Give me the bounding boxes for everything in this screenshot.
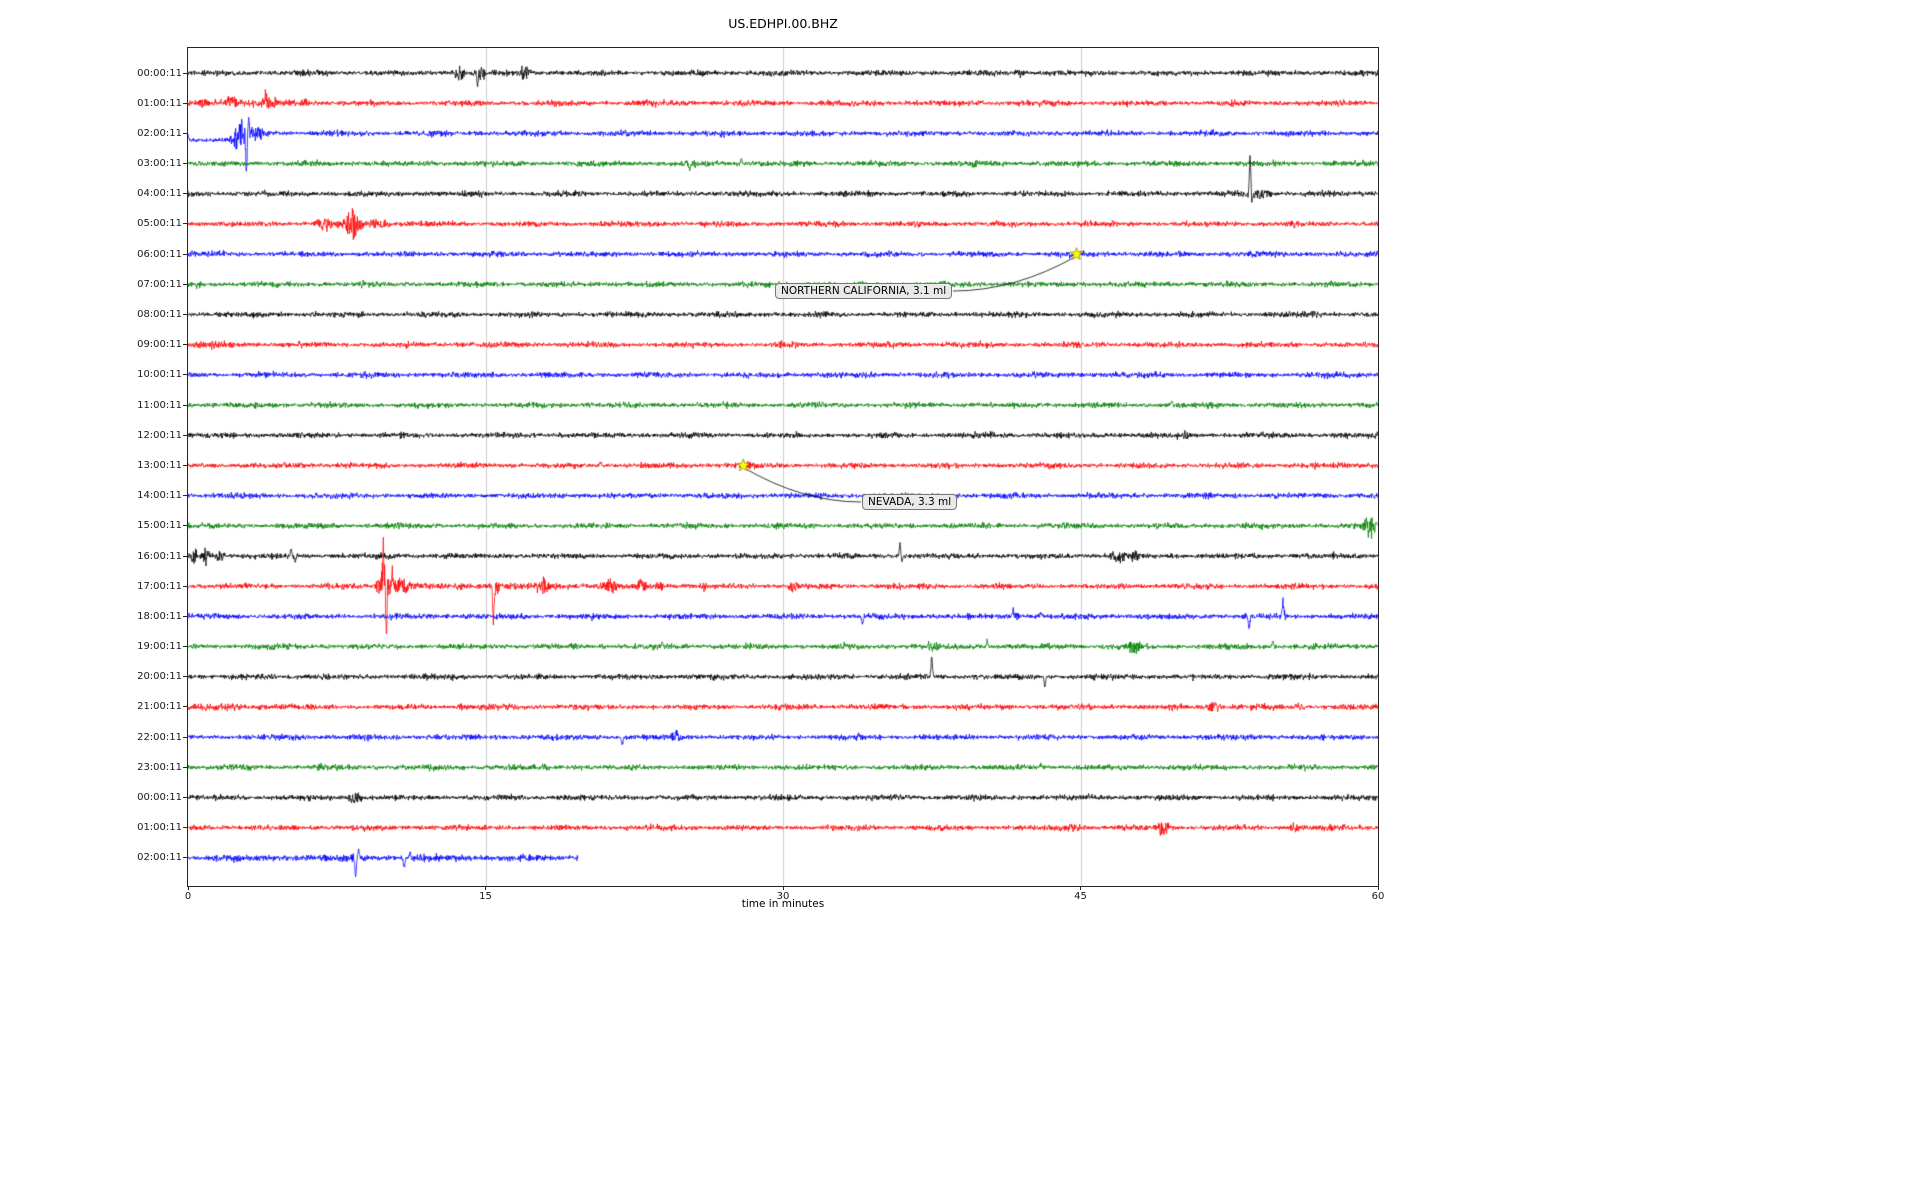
y-tick-mark <box>183 374 188 376</box>
y-tick-mark <box>183 736 188 738</box>
y-tick-label: 22:00:11 <box>137 731 182 743</box>
y-tick-mark <box>183 163 188 165</box>
annotation-label: NORTHERN CALIFORNIA, 3.1 ml <box>775 283 953 299</box>
y-tick-mark <box>183 314 188 316</box>
y-tick-mark <box>183 766 188 768</box>
y-tick-mark <box>183 495 188 497</box>
annotation-label: NEVADA, 3.3 ml <box>862 494 958 510</box>
y-tick-label: 21:00:11 <box>137 701 182 713</box>
y-tick-label: 07:00:11 <box>137 278 182 290</box>
x-tick-label: 0 <box>184 891 192 902</box>
y-tick-label: 01:00:11 <box>137 822 182 834</box>
y-tick-label: 20:00:11 <box>137 671 182 683</box>
y-tick-mark <box>183 555 188 557</box>
y-tick-label: 05:00:11 <box>137 218 182 230</box>
x-tick-mark <box>782 886 784 890</box>
y-tick-label: 02:00:11 <box>137 127 182 139</box>
y-tick-mark <box>183 223 188 225</box>
y-tick-mark <box>183 797 188 799</box>
y-tick-label: 13:00:11 <box>137 459 182 471</box>
y-tick-label: 03:00:11 <box>137 158 182 170</box>
y-tick-label: 11:00:11 <box>137 399 182 411</box>
y-tick-mark <box>183 72 188 74</box>
x-tick-label: 45 <box>1074 891 1087 902</box>
y-tick-mark <box>183 434 188 436</box>
y-tick-label: 18:00:11 <box>137 610 182 622</box>
x-axis-title: time in minutes <box>741 898 825 910</box>
y-tick-mark <box>183 283 188 285</box>
x-tick-mark <box>485 886 486 890</box>
y-tick-label: 16:00:11 <box>137 550 182 562</box>
y-tick-label: 10:00:11 <box>137 369 182 381</box>
y-tick-mark <box>183 857 188 859</box>
y-tick-mark <box>183 646 188 648</box>
chart-title: US.EDHPI.00.BHZ <box>728 16 838 31</box>
x-tick-mark <box>1080 886 1081 890</box>
x-tick-label: 30 <box>776 891 790 902</box>
y-tick-label: 12:00:11 <box>137 429 182 441</box>
seismogram-canvas <box>188 48 1378 886</box>
y-tick-mark <box>183 525 188 527</box>
y-tick-mark <box>183 132 188 134</box>
y-tick-label: 09:00:11 <box>137 339 182 351</box>
y-tick-mark <box>183 464 188 466</box>
y-tick-mark <box>183 344 188 346</box>
y-tick-mark <box>183 827 188 829</box>
y-tick-label: 23:00:11 <box>137 761 182 773</box>
y-tick-label: 14:00:11 <box>137 490 182 502</box>
y-tick-mark <box>183 193 188 195</box>
y-tick-label: 04:00:11 <box>137 188 182 200</box>
y-tick-label: 15:00:11 <box>137 520 182 532</box>
y-tick-label: 00:00:11 <box>137 67 182 79</box>
y-tick-label: 00:00:11 <box>137 792 182 804</box>
y-tick-mark <box>183 253 188 255</box>
x-tick-label: 15 <box>479 891 492 902</box>
y-tick-mark <box>183 585 188 587</box>
y-tick-mark <box>183 102 188 104</box>
y-tick-mark <box>183 676 188 678</box>
x-tick-label: 60 <box>1371 891 1385 902</box>
y-tick-label: 02:00:11 <box>137 852 182 864</box>
x-tick-mark <box>187 886 189 890</box>
y-tick-label: 17:00:11 <box>137 580 182 592</box>
y-tick-label: 08:00:11 <box>137 309 182 321</box>
y-tick-mark <box>183 615 188 617</box>
y-tick-label: 01:00:11 <box>137 97 182 109</box>
y-tick-label: 06:00:11 <box>137 248 182 260</box>
x-tick-mark <box>1377 886 1379 890</box>
y-tick-mark <box>183 706 188 708</box>
plot-area <box>187 47 1379 887</box>
y-tick-label: 19:00:11 <box>137 641 182 653</box>
y-tick-mark <box>183 404 188 406</box>
